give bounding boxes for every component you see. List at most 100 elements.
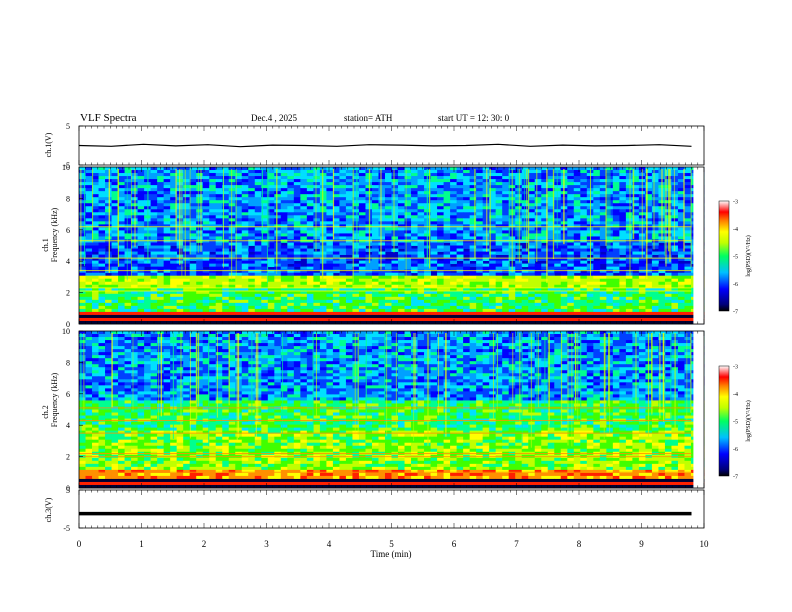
spectrogram-cell — [196, 230, 204, 234]
spectrogram-cell — [332, 227, 340, 231]
spectrogram-cell — [196, 200, 204, 204]
spectrogram-cell — [79, 278, 86, 283]
spectrogram-cell — [313, 314, 321, 319]
spectrogram-cell — [625, 251, 633, 255]
spectrogram-cell — [248, 173, 256, 177]
spectrogram-cell — [196, 314, 204, 319]
spectrogram-cell — [528, 299, 536, 304]
spectrogram-cell — [339, 311, 347, 316]
spectrogram-cell — [313, 221, 321, 225]
spectrogram-cell — [345, 215, 353, 219]
spectrogram-cell — [482, 284, 490, 289]
spectrogram-cell — [306, 200, 314, 204]
waveform-line — [78, 143, 692, 148]
spectrogram-cell — [482, 311, 490, 316]
spectrogram-cell — [170, 179, 178, 183]
spectrogram-cell — [105, 317, 112, 322]
spectrogram-cell — [378, 206, 386, 210]
spectrogram-cell — [456, 293, 464, 298]
spectrogram-cell — [398, 320, 405, 325]
spectrogram-cell — [411, 182, 418, 186]
spectrogram-cell — [482, 215, 490, 219]
spectrogram-cell — [554, 278, 562, 283]
spectrogram-cell — [651, 308, 659, 313]
spectrogram-cell — [267, 200, 275, 204]
spectrogram-cell — [651, 317, 659, 322]
spectrogram-cell — [306, 191, 314, 195]
spectrogram-cell — [567, 320, 575, 325]
spectrogram-cell — [248, 275, 256, 280]
spectrogram-cell — [463, 188, 471, 192]
spectrogram-cell — [293, 245, 301, 249]
spectrogram-cell — [137, 293, 145, 298]
spectrogram-cell — [482, 221, 490, 225]
spectrogram-cell — [482, 194, 490, 198]
spectrogram-cell — [209, 320, 217, 325]
spectrogram-cell — [105, 227, 112, 231]
spectrogram-cell — [515, 302, 523, 307]
spectrogram-cell — [554, 317, 562, 322]
spectrogram-cell — [391, 317, 399, 322]
spectrogram-cell — [398, 272, 405, 277]
spectrogram-cell — [85, 188, 93, 192]
spectrogram-cell — [150, 272, 158, 277]
spectrogram-cell — [469, 245, 477, 249]
spectrogram-cell — [593, 305, 601, 310]
spectrogram-cell — [274, 308, 282, 313]
spectrogram-cell — [267, 293, 275, 298]
spectrogram-cell — [137, 209, 145, 213]
spectrogram-cell — [319, 305, 327, 310]
spectrogram-cell — [365, 167, 373, 171]
spectrogram-cell — [105, 269, 112, 274]
spectrogram-cell — [241, 212, 249, 216]
spectrogram-cell — [326, 221, 334, 225]
spectrogram-cell — [345, 200, 353, 204]
spectrogram-cell — [293, 227, 301, 231]
spectrogram-cell — [476, 224, 484, 228]
spectrogram-cell — [352, 308, 360, 313]
spectrogram-cell — [170, 281, 178, 286]
spectrogram-cell — [352, 251, 360, 255]
spectrogram-cell — [417, 257, 425, 261]
spectrogram-cell — [625, 227, 633, 231]
spectrogram-cell — [456, 224, 464, 228]
spectrogram-cell — [417, 179, 425, 183]
spectrogram-cell — [313, 218, 321, 222]
spectrogram-cell — [554, 245, 562, 249]
spectrogram-cell — [339, 230, 347, 234]
spectrogram-cell — [144, 269, 152, 274]
spectrogram-cell — [339, 251, 347, 255]
spectrogram-cell — [398, 314, 405, 319]
spectrogram-cell — [92, 167, 99, 171]
spectrogram-cell — [202, 194, 210, 198]
spectrogram-cell — [489, 305, 497, 310]
spectrogram-cell — [586, 290, 594, 295]
spectrogram-cell — [157, 194, 165, 198]
spectrogram-cell — [274, 209, 282, 213]
spectrogram-cell — [612, 176, 620, 180]
spectrogram-cell — [430, 296, 438, 301]
spectrogram-cell — [404, 191, 412, 195]
spectrogram-cell — [547, 176, 555, 180]
spectrogram-cell — [515, 278, 523, 283]
spectrogram-cell — [580, 167, 588, 171]
spectrogram-cell — [541, 293, 549, 298]
spectrogram-cell — [534, 275, 542, 280]
spectrogram-cell — [332, 170, 340, 174]
spectrogram-cell — [515, 215, 523, 219]
spectrogram-cell — [430, 281, 438, 286]
spectrogram-cell — [456, 176, 464, 180]
spectrogram-cell — [651, 290, 659, 295]
spectrogram-cell — [430, 251, 438, 255]
spectrogram-cell — [261, 194, 269, 198]
spectrogram-cell — [593, 296, 601, 301]
spectrogram-cell — [625, 314, 633, 319]
spectrogram-cell — [274, 167, 282, 171]
spectrogram-cell — [593, 272, 601, 277]
spectrogram-cell — [482, 281, 490, 286]
spectrogram-cell — [98, 197, 106, 201]
spectrogram-cell — [313, 215, 321, 219]
spectrogram-cell — [235, 305, 243, 310]
spectrogram-cell — [209, 284, 217, 289]
spectrogram-cell — [560, 254, 568, 258]
